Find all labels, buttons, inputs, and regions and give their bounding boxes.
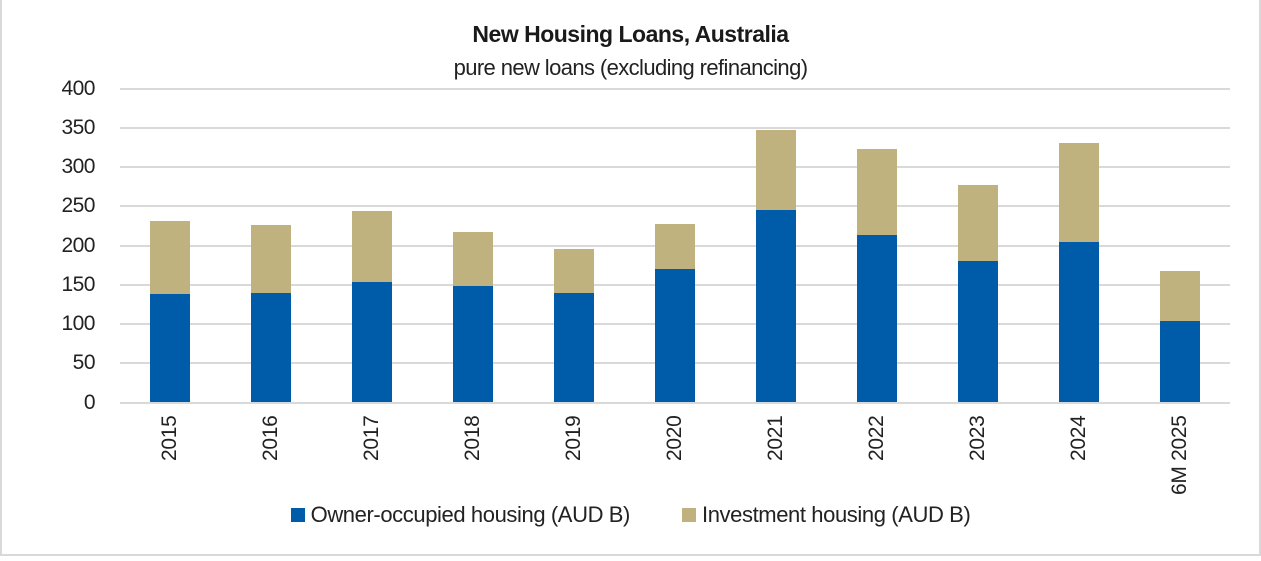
bar-owner-occupied — [150, 294, 191, 403]
gridline — [120, 166, 1230, 168]
legend-label-owner-occupied: Owner-occupied housing (AUD B) — [310, 502, 631, 527]
bar-investment — [352, 210, 393, 283]
owner-occupied-swatch-icon — [290, 508, 305, 522]
legend-item-investment: Investment housing (AUD B) — [681, 502, 971, 528]
bar-owner-occupied — [655, 269, 695, 403]
gridline — [120, 126, 1230, 129]
y-tick-label: 50 — [72, 351, 96, 375]
x-tick-label: 2015 — [158, 415, 182, 461]
gridline — [120, 205, 1230, 208]
gridline — [120, 401, 1230, 404]
bar-investment — [1058, 143, 1099, 242]
bar-investment — [856, 148, 897, 236]
gridline — [120, 87, 1230, 90]
bar-investment — [453, 232, 494, 287]
bar-owner-occupied — [856, 235, 897, 403]
bar-investment — [755, 130, 796, 211]
x-tick-label: 2016 — [259, 415, 283, 461]
chart-title: New Housing Loans, Australia — [472, 21, 789, 47]
y-tick-label: 300 — [61, 155, 95, 178]
y-tick-label: 0 — [83, 390, 96, 414]
bar-investment — [150, 221, 191, 295]
bar-investment — [251, 225, 292, 293]
bar-investment — [655, 224, 695, 270]
y-tick-label: 400 — [61, 76, 95, 100]
y-tick-label: 100 — [61, 312, 95, 335]
legend: Owner-occupied housing (AUD B) Investmen… — [0, 502, 1261, 528]
legend-item-owner-occupied: Owner-occupied housing (AUD B) — [290, 502, 631, 528]
bar-owner-occupied — [1159, 320, 1200, 403]
bar-owner-occupied — [1058, 241, 1099, 403]
bar-investment — [957, 185, 998, 262]
x-tick-label: 2021 — [763, 415, 787, 461]
bar-owner-occupied — [453, 286, 494, 403]
investment-swatch-icon — [681, 508, 696, 522]
x-tick-label: 2022 — [864, 415, 888, 461]
x-tick-label: 6M 2025 — [1167, 415, 1191, 495]
x-tick-label: 2023 — [965, 415, 989, 461]
x-tick-label: 2020 — [663, 415, 686, 461]
y-tick-label: 250 — [61, 194, 95, 218]
y-tick-label: 150 — [61, 272, 95, 296]
bar-investment — [554, 249, 595, 294]
x-tick-label: 2024 — [1066, 415, 1090, 461]
bar-owner-occupied — [554, 293, 595, 403]
y-tick-label: 350 — [61, 115, 95, 139]
x-tick-label: 2017 — [360, 415, 384, 461]
x-tick-label: 2018 — [461, 415, 485, 461]
bar-owner-occupied — [755, 210, 796, 403]
legend-label-investment: Investment housing (AUD B) — [701, 502, 971, 527]
chart-subtitle: pure new loans (excluding refinancing) — [453, 55, 808, 80]
bar-owner-occupied — [352, 282, 393, 403]
bar-investment — [1159, 270, 1200, 321]
x-tick-label: 2019 — [562, 415, 586, 461]
bar-owner-occupied — [251, 292, 292, 403]
y-tick-label: 200 — [61, 233, 95, 257]
bar-owner-occupied — [957, 261, 998, 403]
